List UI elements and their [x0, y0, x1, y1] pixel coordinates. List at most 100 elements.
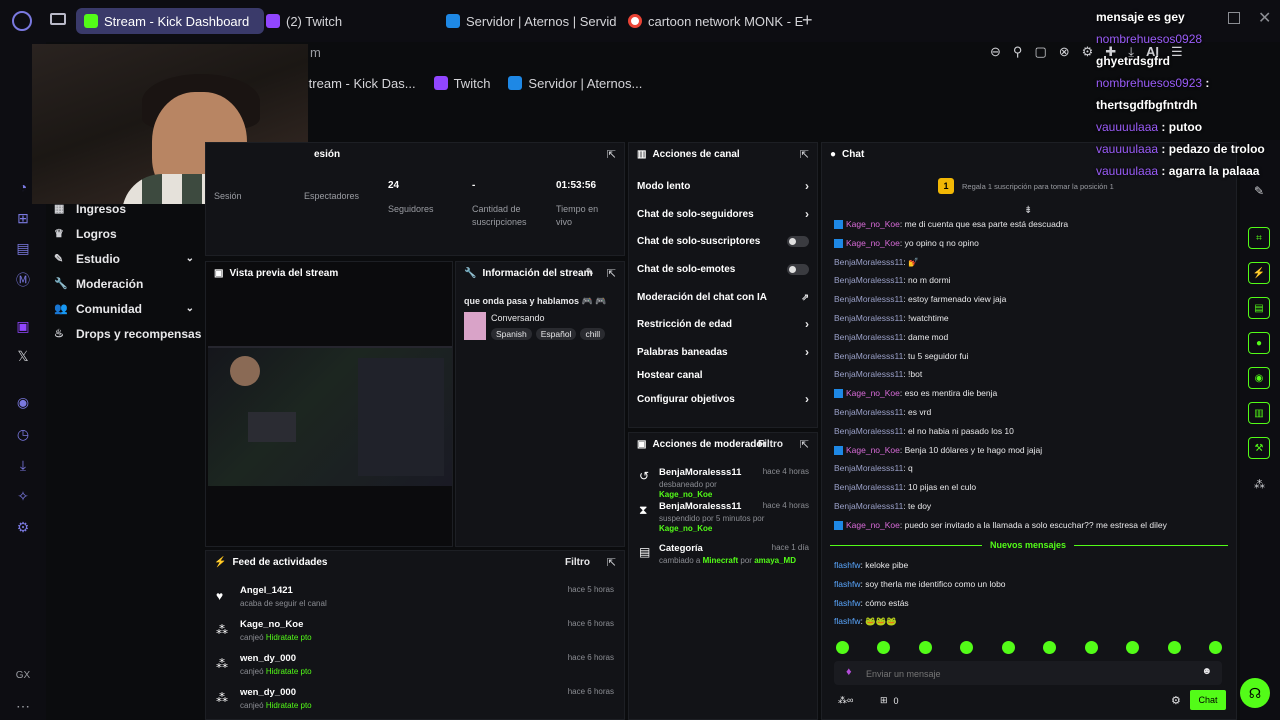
- extensions-sidebar-icon[interactable]: ✧: [17, 488, 29, 504]
- stream-preview-video[interactable]: [208, 346, 452, 486]
- chat-username[interactable]: Kage_no_Koe: [846, 237, 900, 248]
- chat-username[interactable]: BenjaMoralesss11: [834, 425, 904, 436]
- more-icon[interactable]: ⋯: [16, 698, 30, 714]
- speed-dial-icon[interactable]: ◔: [18, 179, 28, 195]
- tag[interactable]: Spanish: [491, 328, 532, 340]
- edit-icon[interactable]: ✎: [585, 267, 594, 278]
- tab-kick-dashboard[interactable]: Stream - Kick Dashboard: [76, 8, 264, 34]
- document-icon[interactable]: ▤: [1248, 297, 1270, 319]
- bookmark-kick[interactable]: Stream - Kick Das...: [300, 70, 416, 96]
- pin-icon[interactable]: ⚲: [1012, 44, 1023, 59]
- chat-username[interactable]: BenjaMoralesss11: [834, 369, 904, 380]
- chat-username[interactable]: BenjaMoralesss11: [834, 482, 904, 493]
- feed-filter-button[interactable]: Filtro: [565, 557, 590, 568]
- address-bar[interactable]: m: [310, 45, 321, 60]
- chat-username[interactable]: flashfw: [834, 560, 861, 570]
- ai-button[interactable]: AI: [1145, 44, 1159, 59]
- emote-icon[interactable]: [1001, 641, 1015, 654]
- popout-icon[interactable]: ⇱: [606, 268, 616, 280]
- lightning-icon[interactable]: ⚡: [1248, 262, 1270, 284]
- chat-username[interactable]: flashfw: [834, 597, 861, 608]
- ticket-icon[interactable]: ▤: [16, 240, 30, 256]
- nav-moderacion[interactable]: 🔧 Moderación: [46, 271, 202, 296]
- download-icon[interactable]: ⤓: [1128, 44, 1134, 59]
- bag-icon[interactable]: ⊞: [17, 210, 29, 226]
- action-goals[interactable]: Configurar objetivos ›: [637, 388, 809, 410]
- bookmark-twitch[interactable]: Twitch: [433, 70, 490, 96]
- popout-icon[interactable]: ⇱: [799, 149, 809, 161]
- new-tab-icon[interactable]: +: [802, 10, 813, 30]
- nav-drops[interactable]: ♨ Drops y recompensas: [46, 321, 202, 346]
- chat-username[interactable]: BenjaMoralesss11: [834, 275, 904, 286]
- gx-label[interactable]: GX: [15, 670, 31, 681]
- emote-icon[interactable]: [960, 641, 974, 654]
- chat-username[interactable]: BenjaMoralesss11: [834, 463, 904, 474]
- block-icon[interactable]: ⊗: [1058, 44, 1070, 59]
- chat-username[interactable]: Kage_no_Koe: [846, 219, 900, 229]
- nav-estudio[interactable]: ✎ Estudio ⌄: [46, 246, 202, 271]
- chat-username[interactable]: BenjaMoralesss11: [834, 350, 904, 361]
- chat-settings-icon[interactable]: ⚙: [1171, 695, 1181, 707]
- chat-input-box[interactable]: ♦ ☻: [834, 661, 1222, 685]
- tag[interactable]: chill: [580, 328, 606, 340]
- mail-icon[interactable]: Ⓜ: [16, 272, 30, 288]
- chat-username[interactable]: BenjaMoralesss11: [834, 313, 904, 323]
- chat-bits[interactable]: ⊞ 0: [880, 695, 899, 706]
- subs-only-toggle[interactable]: [787, 235, 809, 247]
- maximize-icon[interactable]: [1228, 12, 1240, 24]
- zoom-icon[interactable]: ⊖: [990, 44, 1001, 59]
- pinned-gift-banner[interactable]: 1 Regala 1 suscripción para tomar la pos…: [938, 178, 1114, 194]
- chat-username[interactable]: BenjaMoralesss11: [834, 331, 904, 342]
- tab-aternos[interactable]: Servidor | Aternos | Servid: [438, 8, 626, 34]
- mod-filter-button[interactable]: Filtro: [758, 439, 783, 450]
- player-icon[interactable]: ◉: [16, 394, 30, 410]
- mic-icon[interactable]: ♦: [846, 666, 852, 678]
- tool-icon[interactable]: ⚒: [1248, 437, 1270, 459]
- chat-username[interactable]: Kage_no_Koe: [846, 444, 900, 455]
- chat-username[interactable]: BenjaMoralesss11: [834, 294, 904, 305]
- chat-username[interactable]: Kage_no_Koe: [846, 388, 900, 399]
- tab-cartoon[interactable]: cartoon network MONK - E: [620, 8, 806, 34]
- help-bubble-icon[interactable]: ☊: [1240, 678, 1270, 708]
- chat-username[interactable]: BenjaMoralesss11: [834, 407, 904, 417]
- points-rail-icon[interactable]: ⁂: [1254, 479, 1265, 491]
- chat-username[interactable]: BenjaMoralesss11: [834, 501, 904, 511]
- clip-icon[interactable]: ⌗: [1248, 227, 1270, 249]
- emote-icon[interactable]: [836, 641, 849, 654]
- extensions-icon[interactable]: ⚙: [1081, 44, 1094, 59]
- puzzle-icon[interactable]: ✚: [1105, 44, 1117, 59]
- chat-username[interactable]: Kage_no_Koe: [846, 519, 900, 530]
- nav-ingresos[interactable]: ▦ Ingresos: [46, 196, 202, 221]
- chat-points[interactable]: ⁂∞: [838, 695, 853, 706]
- chat-username[interactable]: BenjaMoralesss11: [834, 256, 904, 267]
- chat-icon[interactable]: ●: [1248, 332, 1270, 354]
- emotes-only-toggle[interactable]: [787, 263, 809, 275]
- action-host-channel[interactable]: Hostear canal: [637, 364, 809, 386]
- emote-icon[interactable]: [918, 641, 932, 654]
- tab-twitch[interactable]: (2) Twitch: [258, 8, 424, 34]
- nav-logros[interactable]: ♛ Logros: [46, 221, 202, 246]
- browser-logo-icon[interactable]: [12, 11, 32, 31]
- popout-icon[interactable]: ⇱: [606, 557, 616, 569]
- x-twitter-icon[interactable]: 𝕏: [17, 348, 29, 364]
- popout-icon[interactable]: ⇱: [799, 439, 809, 451]
- nav-comunidad[interactable]: 👥 Comunidad ⌄: [46, 296, 202, 321]
- tag[interactable]: Español: [535, 328, 577, 340]
- emote-icon[interactable]: [1208, 641, 1222, 654]
- close-window-icon[interactable]: ✕: [1258, 10, 1272, 27]
- emoji-icon[interactable]: ☻: [1201, 666, 1212, 677]
- history-icon[interactable]: ◷: [16, 426, 30, 442]
- scroll-down-icon[interactable]: ⇟: [1024, 205, 1033, 216]
- downloads-icon[interactable]: ⤓: [19, 457, 27, 473]
- broadcast-icon[interactable]: ◉: [1248, 367, 1270, 389]
- settings-icon[interactable]: ⚙: [16, 519, 30, 535]
- action-slow-mode[interactable]: Modo lento ›: [637, 175, 809, 197]
- screenshot-icon[interactable]: ▢: [1034, 44, 1047, 59]
- chat-send-button[interactable]: Chat: [1190, 690, 1226, 710]
- popout-icon[interactable]: ⇱: [606, 149, 616, 161]
- chat-username[interactable]: flashfw: [834, 578, 861, 589]
- printer-icon[interactable]: ▥: [1248, 402, 1270, 424]
- emote-icon[interactable]: [1084, 641, 1098, 654]
- tab-manager-icon[interactable]: [50, 13, 66, 25]
- chat-username[interactable]: flashfw: [834, 616, 861, 627]
